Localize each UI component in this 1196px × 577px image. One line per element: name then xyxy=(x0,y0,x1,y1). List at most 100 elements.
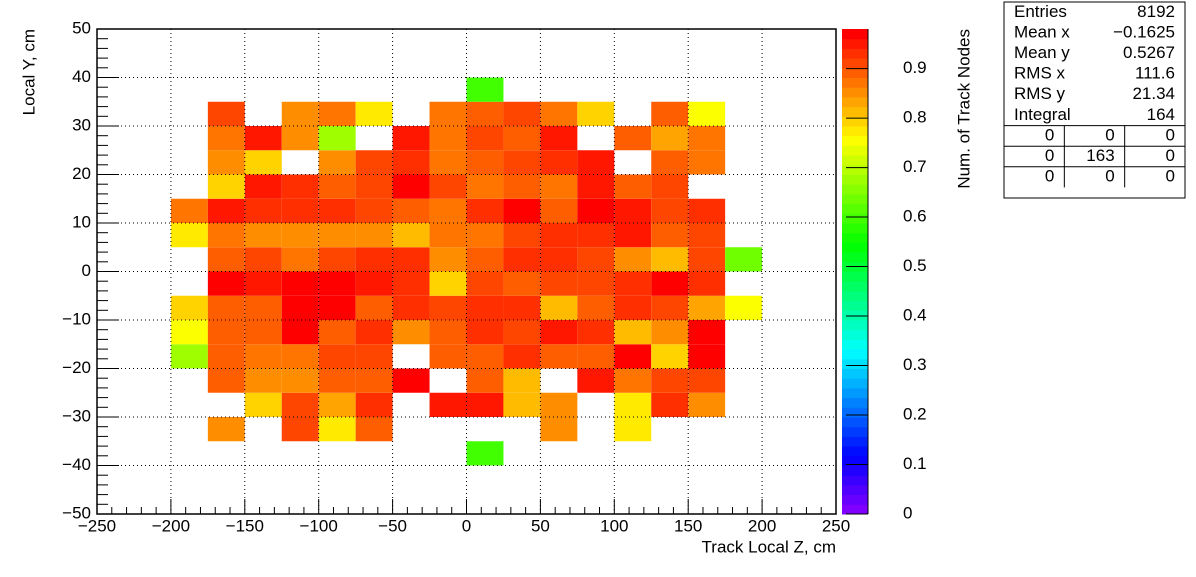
heatmap-cell xyxy=(540,344,578,369)
palette-band xyxy=(842,290,868,302)
heatmap-cell xyxy=(207,174,245,199)
heatmap-cell xyxy=(281,368,319,393)
heatmap-cell xyxy=(577,101,615,126)
heatmap-cell xyxy=(725,247,763,272)
palette-band xyxy=(842,203,868,214)
heatmap-cell xyxy=(355,150,393,175)
z-tick-label: 0.7 xyxy=(903,157,927,176)
heatmap-cell xyxy=(540,101,578,126)
heatmap-cell xyxy=(614,198,652,223)
heatmap-cell xyxy=(466,247,504,272)
heatmap-cell xyxy=(540,271,578,296)
palette-band xyxy=(842,387,868,399)
heatmap-cell xyxy=(651,126,689,151)
y-tick-label: 50 xyxy=(72,18,91,37)
heatmap-cell xyxy=(318,320,356,345)
heatmap-cell xyxy=(355,392,393,417)
heatmap-cell xyxy=(466,441,504,466)
heatmap-cell xyxy=(318,344,356,369)
x-axis-title: Track Local Z, cm xyxy=(702,537,836,556)
heatmap-cell xyxy=(170,295,208,320)
heatmap-cell xyxy=(577,368,615,393)
palette-band xyxy=(842,378,868,389)
palette-band xyxy=(842,58,868,69)
stats-label: RMS x xyxy=(1014,64,1066,83)
heatmap-cell xyxy=(614,344,652,369)
x-tick-label: −250 xyxy=(78,516,116,535)
heatmap-cell xyxy=(466,150,504,175)
heatmap-cell xyxy=(281,198,319,223)
heatmap-cell xyxy=(651,223,689,248)
heatmap-cell xyxy=(318,417,356,442)
x-tick-label: 150 xyxy=(674,516,702,535)
heatmap-cell xyxy=(540,174,578,199)
heatmap-cell xyxy=(540,320,578,345)
heatmap-cell xyxy=(355,271,393,296)
heatmap-cell xyxy=(503,344,541,369)
heatmap-cell xyxy=(577,320,615,345)
heatmap-cell xyxy=(244,223,282,248)
palette-band xyxy=(842,242,868,253)
z-tick-label: 0.3 xyxy=(903,355,927,374)
heatmap-cell xyxy=(392,174,430,199)
palette-band xyxy=(842,368,868,379)
stats-label: Integral xyxy=(1014,105,1071,124)
heatmap-cell xyxy=(577,198,615,223)
stats-value: −0.1625 xyxy=(1113,22,1175,41)
heatmap-cell xyxy=(355,344,393,369)
heatmap-cell xyxy=(688,150,726,175)
stats-label: Entries xyxy=(1014,2,1067,21)
heatmap-cell xyxy=(355,198,393,223)
heatmap-cell xyxy=(355,320,393,345)
palette-band xyxy=(842,155,868,166)
heatmap-cell xyxy=(281,126,319,151)
stats-cell: 0 xyxy=(1166,167,1175,186)
heatmap-cell xyxy=(392,126,430,151)
y-axis-title: Local Y, cm xyxy=(19,29,38,115)
heatmap-cell xyxy=(577,271,615,296)
heatmap-cell xyxy=(281,223,319,248)
heatmap-cell xyxy=(392,320,430,345)
palette-band xyxy=(842,494,868,505)
palette-band xyxy=(842,504,868,515)
stats-label: Mean x xyxy=(1014,22,1070,41)
palette-band xyxy=(842,126,868,137)
z-tick-label: 0.6 xyxy=(903,207,927,226)
x-tick-label: 200 xyxy=(748,516,776,535)
palette-band xyxy=(842,397,868,408)
stats-cell: 0 xyxy=(1166,146,1175,165)
heatmap-cell xyxy=(466,344,504,369)
heatmap-cell xyxy=(392,368,430,393)
palette-band xyxy=(842,455,868,466)
y-tick-label: −40 xyxy=(62,455,91,474)
heatmap-cell xyxy=(577,174,615,199)
heatmap-cell xyxy=(355,247,393,272)
z-axis-title: Num. of Track Nodes xyxy=(954,29,973,189)
heatmap-cell xyxy=(503,271,541,296)
heatmap-cell xyxy=(540,198,578,223)
heatmap-cell xyxy=(281,174,319,199)
heatmap-cell xyxy=(281,101,319,126)
heatmap-cell xyxy=(466,320,504,345)
heatmap-cell xyxy=(688,223,726,248)
palette-band xyxy=(842,174,868,185)
heatmap-cell xyxy=(503,223,541,248)
heatmap-cell xyxy=(207,344,245,369)
heatmap-cell xyxy=(651,101,689,126)
heatmap-cell xyxy=(281,295,319,320)
heatmap-cell xyxy=(614,320,652,345)
y-tick-label: −50 xyxy=(62,503,91,522)
heatmap-cell xyxy=(429,320,467,345)
heatmap-cell xyxy=(651,320,689,345)
heatmap-cell xyxy=(651,198,689,223)
heatmap-cell xyxy=(392,223,430,248)
palette-band xyxy=(842,310,868,321)
heatmap-cell xyxy=(651,150,689,175)
heatmap-cell xyxy=(614,271,652,296)
heatmap-cell xyxy=(244,247,282,272)
heatmap-cell xyxy=(503,126,541,151)
palette-band xyxy=(842,77,868,88)
heatmap-cell xyxy=(688,368,726,393)
heatmap-cell xyxy=(244,320,282,345)
